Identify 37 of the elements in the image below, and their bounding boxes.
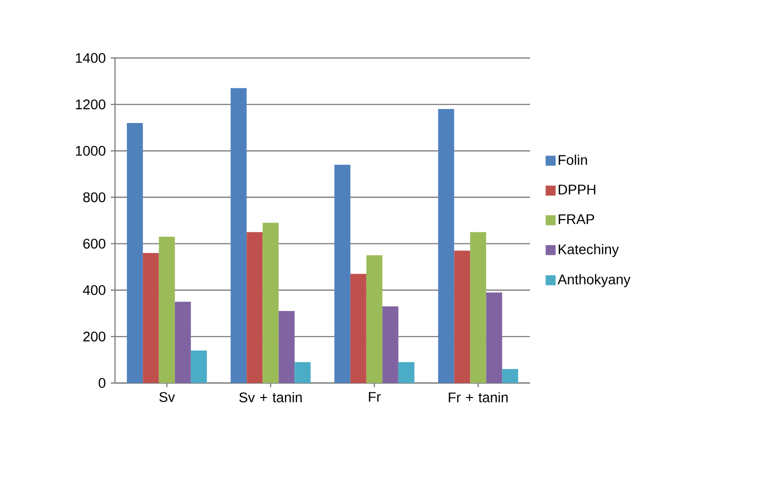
bar	[454, 250, 470, 383]
bar	[470, 232, 486, 383]
legend-label: Katechiny	[558, 244, 619, 258]
bar	[382, 306, 398, 383]
y-tick-label: 1000	[76, 146, 106, 156]
bar	[294, 362, 311, 383]
bar	[190, 350, 207, 383]
y-tick-label: 800	[83, 192, 106, 202]
bar	[142, 252, 159, 383]
x-tick-label: Sv	[159, 392, 175, 402]
legend-label: Folin	[558, 154, 587, 165]
bar	[174, 302, 191, 383]
bar	[230, 88, 247, 383]
bar	[502, 369, 518, 383]
legend-label: Anthokyany	[558, 274, 630, 288]
legend-label: FRAP	[558, 214, 594, 224]
y-tick-label: 0	[98, 378, 106, 388]
y-tick-label: 1200	[76, 99, 106, 110]
bar	[438, 109, 454, 383]
bar	[366, 255, 382, 383]
y-tick-label: 400	[82, 285, 106, 296]
x-tick-label: Sv + tanin	[239, 392, 302, 402]
y-tick-label: 1400	[76, 53, 106, 63]
bar	[350, 274, 366, 383]
bar	[278, 311, 295, 383]
y-tick-label: 200	[83, 332, 106, 342]
bar	[246, 232, 263, 383]
legend-label: DPPH	[558, 184, 596, 194]
y-tick-label: 600	[83, 238, 106, 249]
bar	[486, 292, 502, 383]
x-tick-label: Fr + tanin	[448, 392, 508, 402]
bar	[334, 164, 350, 383]
x-tick-label: Fr	[368, 392, 381, 402]
bar	[126, 122, 143, 383]
bar	[262, 222, 279, 383]
bar	[398, 362, 414, 383]
bar	[158, 236, 175, 383]
